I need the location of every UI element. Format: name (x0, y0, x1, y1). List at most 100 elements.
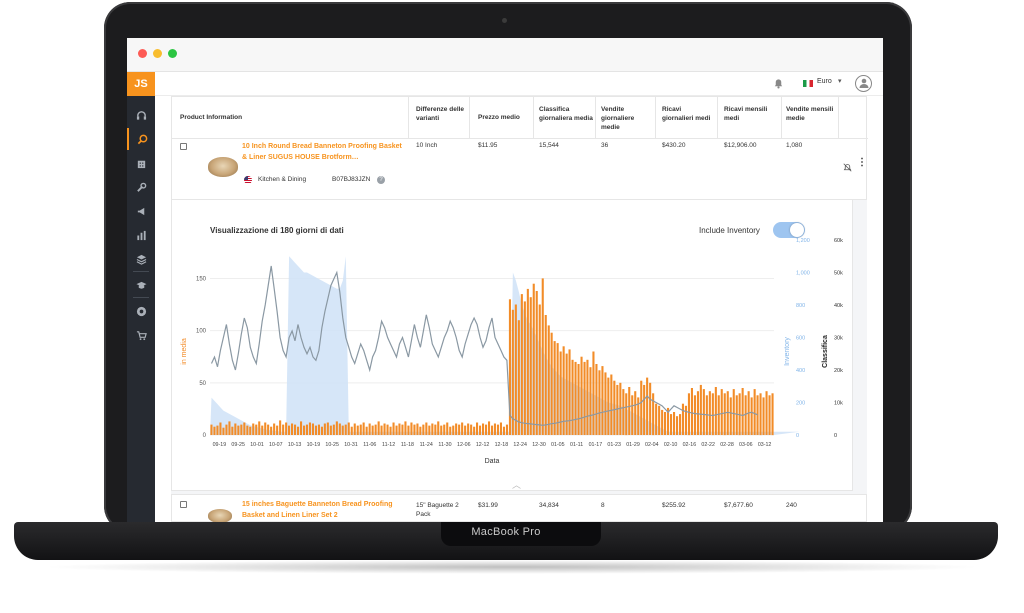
chevron-down-icon[interactable]: ▾ (838, 78, 842, 85)
x-axis-tick-label: 02-22 (701, 442, 715, 448)
units-bar (344, 424, 347, 435)
user-icon[interactable] (855, 75, 872, 92)
bar-chart-icon[interactable] (127, 224, 155, 246)
units-bar (267, 424, 270, 435)
more-options-icon[interactable]: ⋮ (857, 157, 867, 168)
rank-axis-tick-label: 40k (834, 303, 843, 309)
main-content: Product Information Differenze delle var… (171, 96, 868, 522)
x-axis-tick-label: 10-19 (307, 442, 321, 448)
units-bar (637, 397, 640, 435)
units-bar (526, 288, 529, 435)
left-axis-label: in media (181, 338, 188, 365)
units-bar (359, 424, 362, 435)
x-axis-tick-label: 01-23 (607, 442, 621, 448)
x-axis-tick-label: 10-31 (344, 442, 358, 448)
units-bar (365, 426, 368, 435)
currency-selector[interactable]: Euro (817, 78, 832, 85)
maximize-window-button[interactable] (168, 49, 177, 58)
x-axis-tick-label: 01-29 (626, 442, 640, 448)
units-bar (583, 361, 586, 435)
units-bar (750, 397, 753, 435)
product-title-link[interactable]: 15 inches Baguette Banneton Bread Proofi… (242, 501, 393, 519)
cart-icon[interactable] (127, 324, 155, 346)
units-bar (595, 364, 598, 435)
left-axis-tick-label: 100 (196, 329, 207, 335)
units-bar (255, 424, 258, 435)
units-bar (428, 425, 431, 435)
headset-icon[interactable] (127, 104, 155, 126)
chrome-icon[interactable] (127, 300, 155, 322)
units-bar (502, 426, 505, 435)
units-bar (690, 388, 693, 435)
product-thumbnail[interactable] (208, 157, 238, 177)
column-header[interactable]: Vendite giornaliere medie (601, 106, 635, 131)
units-bar (759, 393, 762, 436)
laptop-shadow (40, 560, 984, 574)
column-header[interactable]: Vendite mensili medie (786, 106, 834, 122)
product-asin[interactable]: B07BJ83JZN (332, 176, 371, 183)
help-icon[interactable]: ? (377, 176, 385, 184)
close-window-button[interactable] (138, 49, 147, 58)
bell-icon[interactable] (773, 77, 784, 92)
units-bar (449, 426, 452, 435)
units-bar (491, 425, 494, 435)
units-bar (377, 421, 380, 435)
units-bar (317, 424, 320, 435)
units-bar (389, 426, 392, 435)
units-bar (505, 424, 508, 435)
laptop-notch (441, 522, 601, 546)
units-bar (458, 424, 461, 435)
daily-revenue-cell: $430.20 (662, 142, 686, 149)
column-header[interactable]: Ricavi mensili medi (724, 106, 768, 122)
stack-icon[interactable] (127, 248, 155, 270)
column-header[interactable]: Ricavi giornalieri medi (662, 106, 711, 122)
megaphone-icon[interactable] (127, 200, 155, 222)
units-bar (586, 359, 589, 435)
units-bar (607, 377, 610, 435)
row-checkbox[interactable] (180, 501, 187, 508)
rank-axis-tick-label: 10k (834, 401, 843, 407)
units-bar (670, 414, 673, 435)
units-bar (437, 421, 440, 435)
units-bar (398, 423, 401, 435)
search-icon[interactable] (127, 128, 155, 150)
units-bar (658, 405, 661, 435)
units-bar (771, 393, 774, 436)
units-bar (279, 420, 282, 435)
units-bar (732, 389, 735, 435)
units-bar (661, 409, 664, 435)
column-header[interactable]: Differenze delle varianti (416, 106, 465, 122)
x-axis-tick-label: 01-05 (551, 442, 565, 448)
units-bar (291, 423, 294, 435)
units-bar (482, 423, 485, 435)
graduation-cap-icon[interactable] (127, 274, 155, 296)
units-bar (646, 377, 649, 435)
bell-off-icon[interactable] (843, 159, 852, 177)
collapse-chevron-icon[interactable]: ︿ (512, 480, 522, 490)
tools-icon[interactable] (127, 176, 155, 198)
product-title-link[interactable]: 10 Inch Round Bread Banneton Proofing Ba… (242, 143, 402, 161)
units-bar (676, 416, 679, 435)
units-bar (264, 422, 267, 435)
us-flag-icon (244, 176, 252, 184)
building-icon[interactable] (127, 152, 155, 174)
minimize-window-button[interactable] (153, 49, 162, 58)
column-header[interactable]: Product Information (180, 114, 243, 121)
units-bar (219, 422, 222, 435)
units-bar (276, 425, 279, 435)
include-inventory-toggle[interactable] (773, 222, 805, 238)
units-bar (565, 353, 568, 435)
units-bar (568, 349, 571, 435)
rank-axis-label: Classifica (822, 335, 829, 368)
units-bar (488, 421, 491, 435)
table-row[interactable]: 15 inches Baguette Banneton Bread Proofi… (171, 494, 867, 522)
app-logo[interactable]: JS (127, 72, 155, 96)
units-bar (320, 426, 323, 435)
row-checkbox[interactable] (180, 143, 187, 150)
column-header[interactable]: Prezzo medio (478, 114, 520, 121)
units-bar (285, 422, 288, 435)
units-bar (535, 291, 538, 435)
rank-axis-tick-label: 50k (834, 271, 843, 277)
product-thumbnail[interactable] (208, 509, 232, 522)
column-header[interactable]: Classifica giornaliera media (539, 106, 593, 122)
